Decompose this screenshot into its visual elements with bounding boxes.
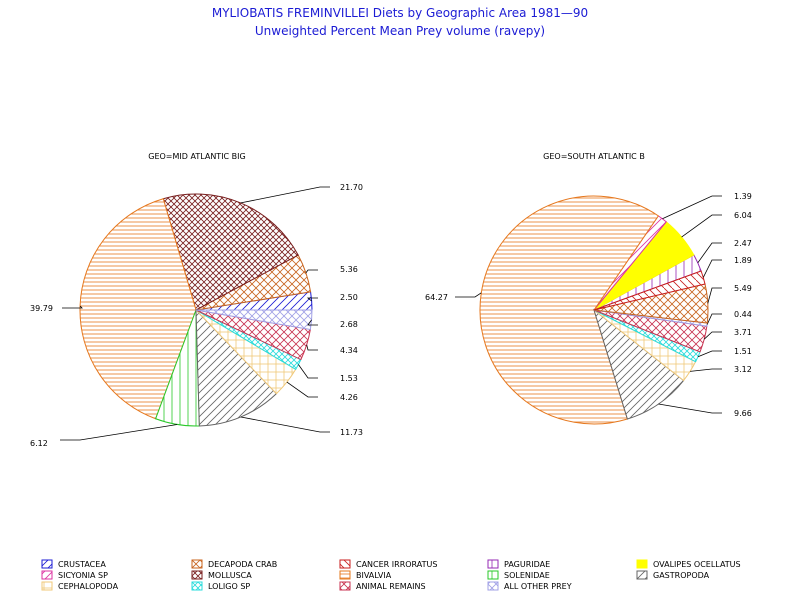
slice-label-cephalopoda: 3.12 — [734, 365, 752, 374]
slice-label-decapoda_crab: 5.49 — [734, 284, 752, 293]
legend-label-all_other_prey: ALL OTHER PREY — [504, 582, 572, 591]
legend-entry-loligo_sp: LOLIGO SP — [191, 581, 250, 591]
slice-leader-ovalipes_ocellatus — [681, 214, 722, 238]
slice-leader-mollusca — [240, 186, 330, 204]
legend-entry-solenidae: SOLENIDAE — [487, 570, 550, 580]
legend-label-cancer_irroratus: CANCER IRRORATUS — [356, 560, 437, 569]
pie-slice-mollusca — [162, 193, 299, 311]
legend-swatch-loligo_sp — [191, 581, 203, 591]
pies-layer: GEO=MID ATLANTIC BIG 2.50 5.36 21.70 39.79 6.… — [30, 152, 752, 448]
legend-label-cephalopoda: CEPHALOPODA — [58, 582, 119, 591]
pie-slice-cancer_irroratus — [593, 270, 706, 311]
legend-label-mollusca: MOLLUSCA — [208, 571, 252, 580]
legend-entry-animal_remains: ANIMAL REMAINS — [339, 581, 426, 591]
legend-entry-ovalipes_ocellatus: OVALIPES OCELLATUS — [636, 559, 741, 569]
legend-entry-all_other_prey: ALL OTHER PREY — [487, 581, 572, 591]
legend-swatch-sicyonia_sp — [41, 570, 53, 580]
legend-swatch-cancer_irroratus — [339, 559, 351, 569]
slice-label-bivalvia: 64.27 — [425, 293, 448, 302]
slice-label-all_other_prey: 0.44 — [734, 310, 752, 319]
legend-label-gastropoda: GASTROPODA — [653, 571, 710, 580]
slice-leader-decapoda_crab — [707, 287, 722, 304]
slice-label-loligo_sp: 1.53 — [340, 374, 358, 383]
slice-leader-all_other_prey — [706, 313, 722, 325]
legend-swatch-paguridae — [487, 559, 499, 569]
chart-subtitle: Unweighted Percent Mean Prey volume (rav… — [255, 24, 545, 38]
slice-label-bivalvia: 39.79 — [30, 304, 53, 313]
legend-entry-decapoda_crab: DECAPODA CRAB — [191, 559, 277, 569]
legend-swatch-cephalopoda — [41, 581, 53, 591]
slice-label-decapoda_crab: 5.36 — [340, 265, 358, 274]
legend-entry-sicyonia_sp: SICYONIA SP — [41, 570, 108, 580]
slice-leader-bivalvia — [455, 292, 482, 298]
chart-title: MYLIOBATIS FREMINVILLEI Diets by Geograp… — [212, 6, 588, 20]
legend-entry-cancer_irroratus: CANCER IRRORATUS — [339, 559, 437, 569]
slice-label-gastropoda: 11.73 — [340, 428, 363, 437]
legend-swatch-bivalvia — [339, 570, 351, 580]
legend-swatch-animal_remains — [339, 581, 351, 591]
pie-geo-label: GEO=MID ATLANTIC BIG — [148, 152, 245, 161]
slice-label-cephalopoda: 4.26 — [340, 393, 358, 402]
legend-entry-mollusca: MOLLUSCA — [191, 570, 252, 580]
slice-leader-sicyonia_sp — [662, 195, 722, 220]
legend-swatch-crustacea — [41, 559, 53, 569]
legend: CRUSTACEA DECAPODA CRAB CANCER IRRORATUS PA… — [41, 559, 741, 591]
slice-leader-cephalopoda — [286, 381, 318, 398]
slice-leader-solenidae — [60, 424, 178, 441]
legend-swatch-all_other_prey — [487, 581, 499, 591]
legend-swatch-decapoda_crab — [191, 559, 203, 569]
slice-leader-gastropoda — [658, 403, 722, 414]
pie-slice-all_other_prey — [195, 309, 313, 331]
slice-label-cancer_irroratus: 1.89 — [734, 256, 752, 265]
legend-swatch-gastropoda — [636, 570, 648, 580]
slice-label-animal_remains: 4.34 — [340, 346, 358, 355]
slice-label-sicyonia_sp: 1.39 — [734, 192, 752, 201]
slice-label-gastropoda: 9.66 — [734, 409, 752, 418]
legend-label-loligo_sp: LOLIGO SP — [208, 582, 250, 591]
legend-label-crustacea: CRUSTACEA — [58, 560, 106, 569]
pie-1: GEO=MID ATLANTIC BIG 2.50 5.36 21.70 39.79 6.… — [30, 152, 363, 448]
legend-label-ovalipes_ocellatus: OVALIPES OCELLATUS — [653, 560, 741, 569]
slice-label-solenidae: 6.12 — [30, 439, 48, 448]
legend-entry-bivalvia: BIVALVIA — [339, 570, 392, 580]
slice-leader-cephalopoda — [690, 368, 722, 372]
slice-leader-animal_remains — [306, 344, 318, 351]
legend-entry-cephalopoda: CEPHALOPODA — [41, 581, 119, 591]
slice-label-loligo_sp: 1.51 — [734, 347, 752, 356]
slice-label-animal_remains: 3.71 — [734, 328, 752, 337]
legend-swatch-mollusca — [191, 570, 203, 580]
legend-entry-crustacea: CRUSTACEA — [41, 559, 106, 569]
legend-swatch-ovalipes_ocellatus — [636, 559, 648, 569]
legend-label-solenidae: SOLENIDAE — [504, 571, 550, 580]
legend-swatch-solenidae — [487, 570, 499, 580]
legend-label-animal_remains: ANIMAL REMAINS — [356, 582, 426, 591]
slice-label-mollusca: 21.70 — [340, 183, 363, 192]
slice-label-paguridae: 2.47 — [734, 239, 752, 248]
legend-entry-paguridae: PAGURIDAE — [487, 559, 550, 569]
slice-leader-decapoda_crab — [305, 269, 318, 274]
slice-leader-bivalvia — [62, 305, 83, 309]
legend-entry-gastropoda: GASTROPODA — [636, 570, 710, 580]
pie-2: GEO=SOUTH ATLANTIC B 2.47 6.04 1.39 64.27 9.6… — [425, 152, 752, 425]
slice-label-all_other_prey: 2.68 — [340, 320, 358, 329]
slice-leader-cancer_irroratus — [702, 259, 722, 278]
slice-leader-loligo_sp — [298, 364, 318, 379]
pie-geo-label: GEO=SOUTH ATLANTIC B — [543, 152, 645, 161]
legend-label-decapoda_crab: DECAPODA CRAB — [208, 560, 277, 569]
slice-leader-all_other_prey — [307, 319, 318, 326]
slice-label-ovalipes_ocellatus: 6.04 — [734, 211, 752, 220]
slice-leader-paguridae — [697, 242, 722, 264]
legend-label-paguridae: PAGURIDAE — [504, 560, 550, 569]
slice-leader-gastropoda — [240, 416, 330, 433]
legend-label-bivalvia: BIVALVIA — [356, 571, 392, 580]
slice-leader-animal_remains — [703, 331, 722, 340]
slice-leader-loligo_sp — [697, 350, 722, 358]
legend-label-sicyonia_sp: SICYONIA SP — [58, 571, 108, 580]
slice-leader-crustacea — [306, 297, 318, 302]
slice-label-crustacea: 2.50 — [340, 293, 358, 302]
